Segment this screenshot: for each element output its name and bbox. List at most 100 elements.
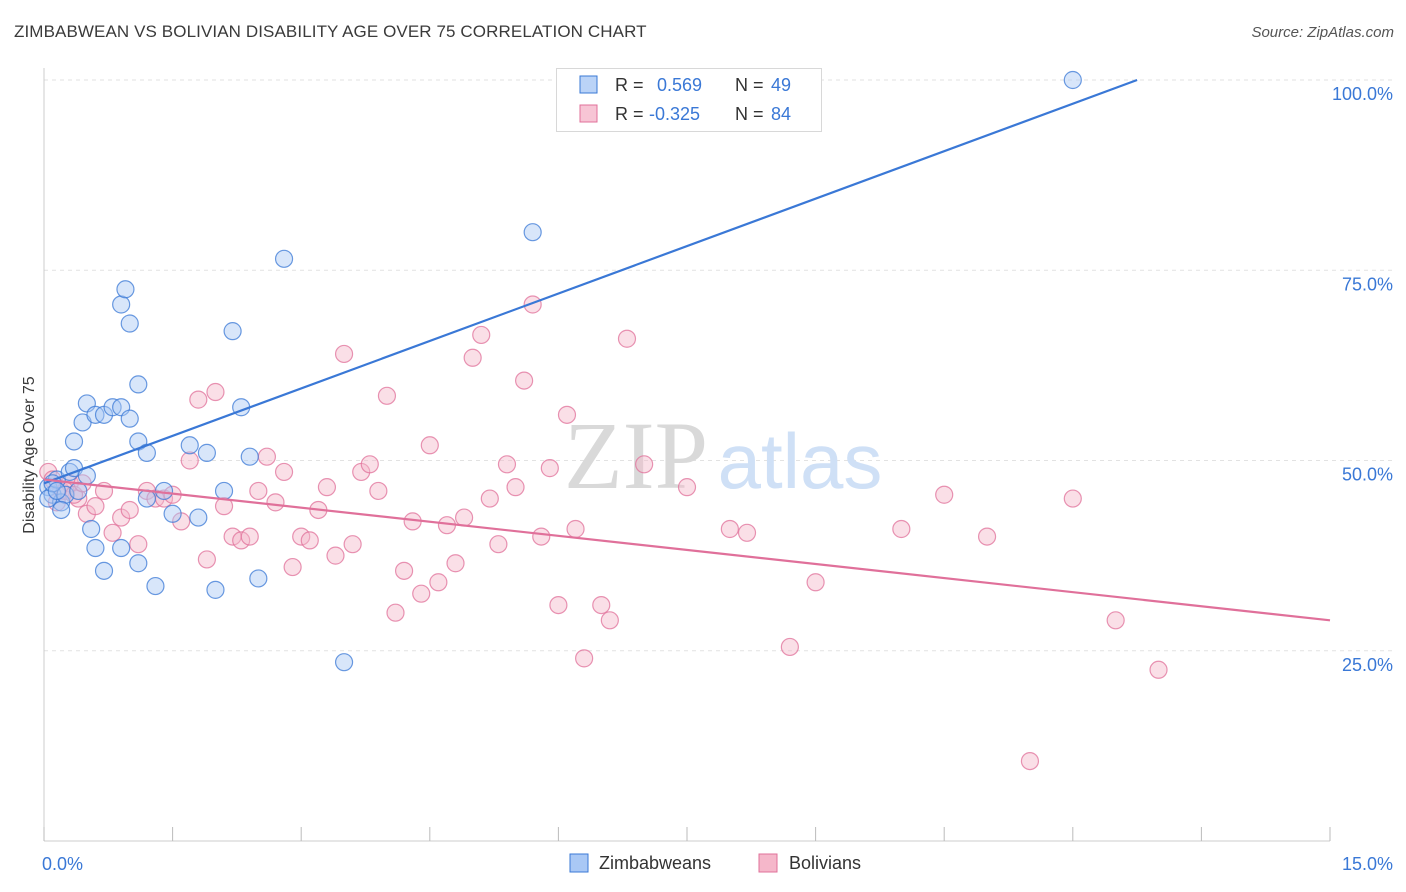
zimbabwean-point-33 — [180, 436, 199, 455]
zimbabwean-point-40 — [240, 447, 259, 466]
legend-n-value-1: 84 — [771, 104, 791, 124]
bolivian-point-51 — [472, 325, 491, 345]
y-tick-label-100: 100.0% — [1332, 84, 1393, 104]
zimbabwean-point-21 — [94, 561, 114, 580]
bolivian-point-63 — [575, 649, 594, 668]
bolivian-point-53 — [489, 535, 508, 554]
legend-r-label-0: R = — [615, 75, 644, 95]
bolivian-point-40 — [377, 386, 397, 405]
zimbabwean-point-20 — [86, 538, 105, 558]
bolivian-point-20 — [206, 382, 225, 402]
bolivian-point-42 — [394, 561, 414, 580]
bolivian-point-75 — [977, 527, 997, 546]
bolivian-point-69 — [720, 519, 739, 539]
bolivian-point-34 — [326, 546, 345, 565]
tick-labels: 25.0% 50.0% 75.0% 100.0% 0.0% 15.0% — [42, 84, 1393, 874]
bolivian-point-58 — [532, 527, 551, 546]
series-legend-swatch-zimbabweans — [569, 853, 589, 873]
bolivian-point-77 — [1063, 489, 1082, 508]
zimbabwean-point-29 — [129, 375, 148, 394]
trend-lines — [43, 78, 1331, 622]
bolivian-point-66 — [617, 329, 637, 348]
zimbabwean-point-35 — [197, 443, 216, 462]
x-tick-label-max: 15.0% — [1342, 854, 1393, 874]
bolivian-trend-line — [43, 478, 1331, 622]
zimbabwean-point-25 — [146, 576, 165, 596]
legend-n-value-0: 49 — [771, 75, 791, 95]
watermark-atlas: atlas — [718, 417, 883, 505]
zimbabwean-point-24 — [137, 489, 156, 508]
bolivian-point-72 — [806, 573, 825, 592]
zimbabwean-point-14 — [120, 409, 139, 428]
bolivian-point-54 — [497, 455, 517, 474]
bolivian-point-61 — [557, 405, 577, 424]
bolivian-point-33 — [317, 478, 337, 497]
zimbabweans-points — [39, 70, 1082, 672]
bolivian-point-29 — [283, 557, 302, 577]
bolivians-points — [39, 295, 1168, 771]
axes — [43, 68, 1331, 842]
source-label: Source: ZipAtlas.com — [1251, 24, 1394, 41]
bolivian-point-64 — [592, 595, 611, 615]
bolivian-point-35 — [334, 344, 354, 364]
bolivian-point-73 — [892, 519, 911, 539]
zimbabwean-point-41 — [249, 569, 268, 588]
bolivian-point-60 — [549, 595, 568, 615]
zimbabwean-point-26 — [112, 295, 131, 314]
bolivian-point-78 — [1106, 611, 1125, 630]
bolivian-point-45 — [420, 436, 439, 455]
bolivian-point-52 — [480, 489, 499, 508]
bolivian-point-31 — [300, 531, 319, 550]
bolivian-point-79 — [1149, 660, 1168, 679]
bolivian-point-48 — [446, 554, 465, 573]
watermark-zip: ZIP — [564, 402, 708, 509]
y-axis-label: Disability Age Over 75 — [21, 376, 38, 534]
zimbabwean-point-38 — [223, 322, 242, 341]
zimbabwean-point-37 — [214, 481, 234, 501]
bolivian-point-62 — [566, 519, 585, 539]
zimbabwean-point-32 — [163, 504, 182, 523]
series-legend-swatch-bolivians — [758, 853, 778, 873]
bolivian-point-67 — [635, 455, 654, 474]
legend-n-label-1: N = — [735, 104, 764, 124]
series-legend-bolivians: Bolivians — [789, 853, 861, 873]
bolivian-point-68 — [677, 478, 697, 497]
bolivian-point-49 — [454, 508, 474, 527]
zimbabwean-point-19 — [82, 519, 101, 539]
bolivian-point-38 — [360, 455, 379, 474]
bolivian-point-39 — [369, 481, 388, 501]
chart-title: ZIMBABWEAN VS BOLIVIAN DISABILITY AGE OV… — [14, 22, 647, 41]
bolivian-point-65 — [600, 611, 619, 630]
bolivian-point-10 — [120, 500, 139, 520]
zimbabwean-point-27 — [116, 280, 135, 299]
bolivian-point-19 — [197, 550, 216, 569]
bolivian-point-6 — [86, 497, 105, 516]
grid-lines — [44, 79, 1393, 652]
bolivian-point-56 — [515, 371, 534, 390]
bolivian-point-36 — [343, 535, 362, 554]
zimbabwean-point-45 — [1063, 70, 1082, 90]
bolivian-point-18 — [189, 390, 208, 409]
bolivian-point-28 — [274, 462, 294, 482]
legend-swatch-bolivians — [579, 104, 598, 123]
bolivian-point-71 — [780, 637, 799, 657]
bolivian-point-44 — [412, 584, 431, 603]
watermark: ZIP atlas — [564, 402, 882, 509]
bolivian-point-55 — [506, 478, 525, 497]
legend-n-label-0: N = — [735, 75, 764, 95]
zimbabwean-trend-line — [43, 78, 1138, 485]
bolivian-point-76 — [1020, 751, 1040, 771]
bolivian-point-74 — [935, 485, 954, 504]
series-legend: Zimbabweans Bolivians — [0, 851, 1406, 877]
legend-swatch-zimbabweans — [579, 75, 598, 94]
bolivian-point-30 — [292, 527, 311, 546]
zimbabwean-point-23 — [129, 554, 148, 573]
y-tick-label-25: 25.0% — [1342, 655, 1393, 675]
legend-r-value-0: 0.569 — [657, 75, 702, 95]
zimbabwean-point-43 — [334, 653, 354, 672]
zimbabwean-point-44 — [523, 223, 542, 242]
bolivian-point-11 — [129, 535, 148, 554]
bolivian-point-25 — [249, 481, 268, 501]
bolivian-point-57 — [523, 295, 542, 314]
bolivian-point-46 — [429, 573, 448, 592]
